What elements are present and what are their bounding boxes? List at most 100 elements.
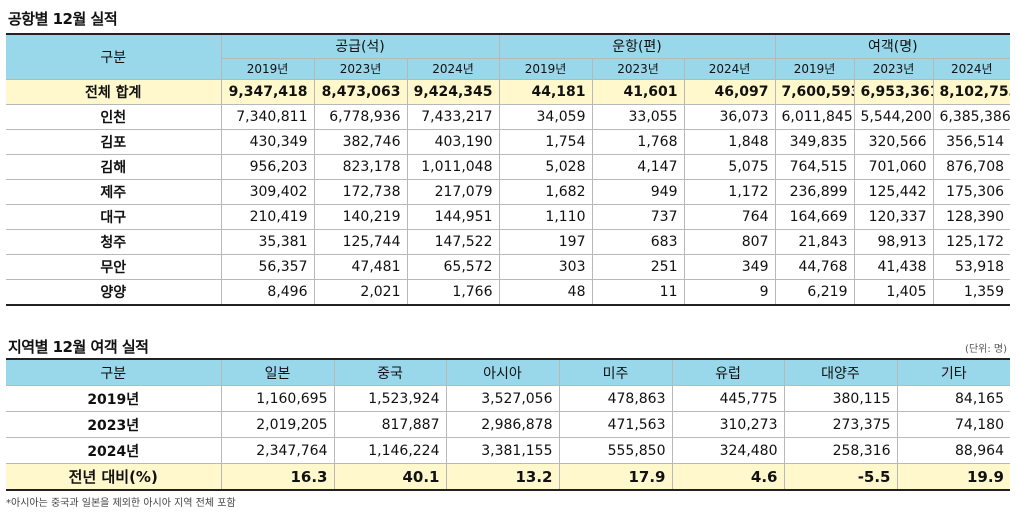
cell-value: 764 [683, 203, 775, 230]
row-label: 2019년 [6, 385, 221, 412]
cell-value: 555,850 [558, 437, 672, 464]
cell-value: 120,337 [853, 203, 933, 230]
cell-value: 74,180 [896, 411, 1010, 438]
cell-value: 4.6 [671, 463, 784, 491]
row-label: 대구 [6, 203, 221, 230]
table-row: 2023년 2,019,205 817,887 2,986,878 471,563 310… [6, 411, 1010, 438]
cell-value: 356,514 [932, 128, 1011, 155]
year-header: 2023년 [313, 57, 407, 80]
cell-value: 56,357 [220, 253, 314, 280]
total-row: 전체 합계 9,347,418 8,473,063 9,424,345 44,181 41… [6, 78, 1011, 105]
col-china: 중국 [333, 358, 446, 386]
cell-value: 1,359 [932, 278, 1011, 305]
cell-value: 324,480 [671, 437, 784, 464]
cell-value: 1,172 [683, 178, 775, 205]
col-oceania: 대양주 [783, 358, 897, 386]
cell-value: 53,918 [932, 253, 1011, 280]
cell-value: 34,059 [498, 103, 592, 130]
cell-value: 84,165 [896, 385, 1010, 412]
cell-value: 9,347,418 [220, 78, 314, 105]
cell-value: 125,442 [853, 178, 933, 205]
cell-value: 7,433,217 [406, 103, 499, 130]
cell-value: 5,075 [683, 153, 775, 180]
cell-value: 48 [498, 278, 592, 305]
cell-value: 5,544,200 [853, 103, 933, 130]
cell-value: 98,913 [853, 228, 933, 255]
row-label: 김해 [6, 153, 221, 180]
cell-value: 273,375 [783, 411, 897, 438]
cell-value: 251 [591, 253, 684, 280]
year-header: 2019년 [498, 57, 592, 80]
cell-value: 4,147 [591, 153, 684, 180]
cell-value: 1,011,048 [406, 153, 499, 180]
table-row: 제주 309,402 172,738 217,079 1,682 949 1,172 236,… [6, 178, 1011, 205]
cell-value: 949 [591, 178, 684, 205]
cell-value: 210,419 [220, 203, 314, 230]
cell-value: 1,754 [498, 128, 592, 155]
cell-value: 17.9 [558, 463, 672, 491]
airport-section-title: 공항별 12월 실적 [8, 10, 118, 28]
cell-value: 817,887 [333, 411, 446, 438]
year-header: 2024년 [932, 57, 1011, 80]
cell-value: 7,340,811 [220, 103, 314, 130]
table-row: 무안 56,357 47,481 65,572 303 251 349 44,768 41,43… [6, 253, 1011, 280]
cell-value: 11 [591, 278, 684, 305]
cell-value: 382,746 [313, 128, 407, 155]
cell-value: 236,899 [774, 178, 854, 205]
cell-value: 310,273 [671, 411, 784, 438]
cell-value: 125,172 [932, 228, 1011, 255]
table-row: 2024년 2,347,764 1,146,224 3,381,155 555,850 3… [6, 437, 1010, 464]
cell-value: 1,110 [498, 203, 592, 230]
col-japan: 일본 [220, 358, 334, 386]
cell-value: 701,060 [853, 153, 933, 180]
cell-value: 823,178 [313, 153, 407, 180]
cell-value: 36,073 [683, 103, 775, 130]
year-header: 2019년 [774, 57, 854, 80]
cell-value: 956,203 [220, 153, 314, 180]
cell-value: 349,835 [774, 128, 854, 155]
cell-value: 16.3 [220, 463, 334, 491]
cell-value: 164,669 [774, 203, 854, 230]
cell-value: 217,079 [406, 178, 499, 205]
cell-value: 41,438 [853, 253, 933, 280]
table-row: 청주 35,381 125,744 147,522 197 683 807 21,843 98,… [6, 228, 1011, 255]
cell-value: 683 [591, 228, 684, 255]
cell-value: 1,146,224 [333, 437, 446, 464]
row-label: 2024년 [6, 437, 221, 464]
table-row: 양양 8,496 2,021 1,766 48 11 9 6,219 1,405 1,359 [6, 278, 1011, 305]
cell-value: 9 [683, 278, 775, 305]
cell-value: 35,381 [220, 228, 314, 255]
table1-corner: 구분 [6, 33, 221, 80]
cell-value: 2,347,764 [220, 437, 334, 464]
row-label: 제주 [6, 178, 221, 205]
cell-value: 320,566 [853, 128, 933, 155]
cell-value: 6,219 [774, 278, 854, 305]
cell-value: 1,160,695 [220, 385, 334, 412]
cell-value: 478,863 [558, 385, 672, 412]
total-row: 전년 대비(%) 16.3 40.1 13.2 17.9 4.6 -5.5 19.9 [6, 463, 1010, 491]
cell-value: 1,523,924 [333, 385, 446, 412]
cell-value: 33,055 [591, 103, 684, 130]
cell-value: 19.9 [896, 463, 1010, 491]
footnote: *아시아는 중국과 일본을 제외한 아시아 지역 전체 포함 [6, 498, 236, 509]
cell-value: 21,843 [774, 228, 854, 255]
cell-value: 88,964 [896, 437, 1010, 464]
row-label: 김포 [6, 128, 221, 155]
year-header: 2024년 [683, 57, 775, 80]
row-label: 인천 [6, 103, 221, 130]
row-label: 전년 대비(%) [6, 463, 221, 491]
row-label: 청주 [6, 228, 221, 255]
cell-value: 1,848 [683, 128, 775, 155]
table-row: 김해 956,203 823,178 1,011,048 5,028 4,147 5,075… [6, 153, 1011, 180]
cell-value: 1,405 [853, 278, 933, 305]
cell-value: 764,515 [774, 153, 854, 180]
cell-value: 1,766 [406, 278, 499, 305]
cell-value: 147,522 [406, 228, 499, 255]
cell-value: 2,986,878 [445, 411, 559, 438]
cell-value: 197 [498, 228, 592, 255]
cell-value: 8,473,063 [313, 78, 407, 105]
cell-value: 3,381,155 [445, 437, 559, 464]
cell-value: 258,316 [783, 437, 897, 464]
cell-value: 6,953,361 [853, 78, 933, 105]
col-americas: 미주 [558, 358, 672, 386]
